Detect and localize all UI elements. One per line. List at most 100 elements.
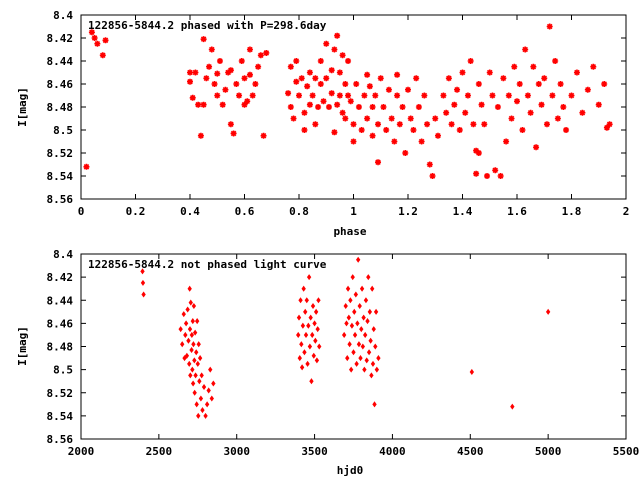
phased-data-point [567,91,576,100]
phased-data-point [390,137,399,146]
unphased-data-point [194,349,199,356]
phased-data-point [322,74,331,83]
phased-data-point [499,74,508,83]
unphased-data-point [299,341,304,348]
unphased-data-point [191,303,197,310]
phased-data-point [208,45,216,54]
unphased-data-point [351,349,356,356]
phased-data-point [221,85,230,94]
unphased-data-point [314,357,320,364]
unphased-data-point [308,314,313,321]
unphased-data-point [345,285,351,292]
phased-data-point [284,89,292,97]
unphased-data-points [140,256,551,419]
unphased-x-tick-label: 2500 [146,445,173,458]
unphased-data-point [352,331,358,338]
unphased-data-point [196,412,201,419]
unphased-y-ticks: 8.4 8.42 8.44 8.46 8.48 8.5 8.52 8.54 8.56 [47,248,626,446]
phased-data-point [287,62,295,71]
phased-data-point [488,91,497,100]
phased-data-point [485,68,494,77]
unphased-data-point [208,366,213,373]
phased-data-point [551,57,559,65]
unphased-x-tick-label: 4500 [457,445,484,458]
phased-y-tick-label: 8.4 [53,9,73,22]
phased-data-point [213,69,222,78]
unphased-data-point [185,306,190,313]
unphased-data-point [310,303,316,310]
unphased-data-point [309,378,314,385]
phased-data-point [385,85,393,94]
unphased-data-point [199,372,204,379]
phased-data-point [194,100,202,109]
unphased-data-point [141,291,146,298]
unphased-data-point [307,343,313,350]
phased-data-point [472,169,480,178]
unphased-data-point [310,331,315,338]
phased-data-point [415,103,423,111]
phased-y-tick-label: 8.52 [47,147,74,160]
phased-data-point [439,91,448,100]
phased-y-tick-label: 8.48 [47,101,74,114]
unphased-data-point [315,326,320,333]
unphased-data-point [364,357,369,364]
phased-data-point [406,114,415,123]
unphased-data-point [197,355,203,362]
phased-data-point [543,120,551,129]
phased-y-tick-label: 8.46 [47,78,74,91]
unphased-data-point [359,285,365,292]
phased-data-point [475,80,483,88]
phased-data-point [423,120,431,129]
unphased-data-point [189,331,195,338]
phased-data-point [338,108,347,117]
phased-data-points [82,22,614,180]
phased-data-point [417,137,426,146]
phased-data-point [330,45,339,54]
unphased-x-axis-label: hjd0 [337,464,364,477]
phased-data-point [545,22,554,31]
phased-data-point [240,74,249,83]
unphased-x-tick-label: 5500 [613,445,640,458]
phased-data-point [262,49,271,57]
unphased-data-point [296,331,301,338]
unphased-data-point [355,320,360,327]
unphased-y-tick-label: 8.4 [53,248,73,261]
phased-data-point [496,172,505,180]
phased-data-point [311,74,320,83]
unphased-data-point [209,395,214,402]
unphased-data-point [362,366,367,373]
unphased-chart-title: 122856-5844.2 not phased light curve [88,258,327,271]
phased-x-ticks: 0 0.2 0.4 0.6 0.8 1 1.2 1.4 1.6 1.8 2 [78,15,630,218]
unphased-data-point [178,326,183,333]
phased-data-point [425,160,434,169]
unphased-data-point [350,274,355,281]
phased-data-point [396,120,404,129]
phased-data-point [330,128,339,137]
phased-data-point [600,80,609,88]
phased-data-point [584,85,592,94]
phased-data-point [99,51,107,60]
phased-data-point [199,35,208,43]
phased-y-tick-label: 8.44 [47,55,74,68]
phased-data-point [469,120,478,129]
phased-x-tick-label: 2 [623,205,630,218]
phased-data-point [197,131,205,140]
phased-data-point [306,100,314,109]
phased-data-point [515,80,524,88]
phased-data-point [251,80,260,88]
unphased-y-axis-label: I[mag] [16,326,29,366]
unphased-data-point [190,366,195,373]
phased-data-point [248,91,257,100]
phased-data-point [453,85,461,94]
unphased-y-tick-label: 8.42 [47,271,74,284]
phased-data-point [374,120,382,129]
phased-data-point [303,82,311,91]
phased-data-point [90,34,99,42]
phased-x-tick-label: 1 [350,205,357,218]
unphased-data-point [296,314,302,321]
phased-data-point [235,91,243,100]
unphased-data-point [348,366,354,373]
phased-data-point [368,131,377,140]
phased-data-point [101,36,110,45]
phased-data-point [412,74,420,83]
